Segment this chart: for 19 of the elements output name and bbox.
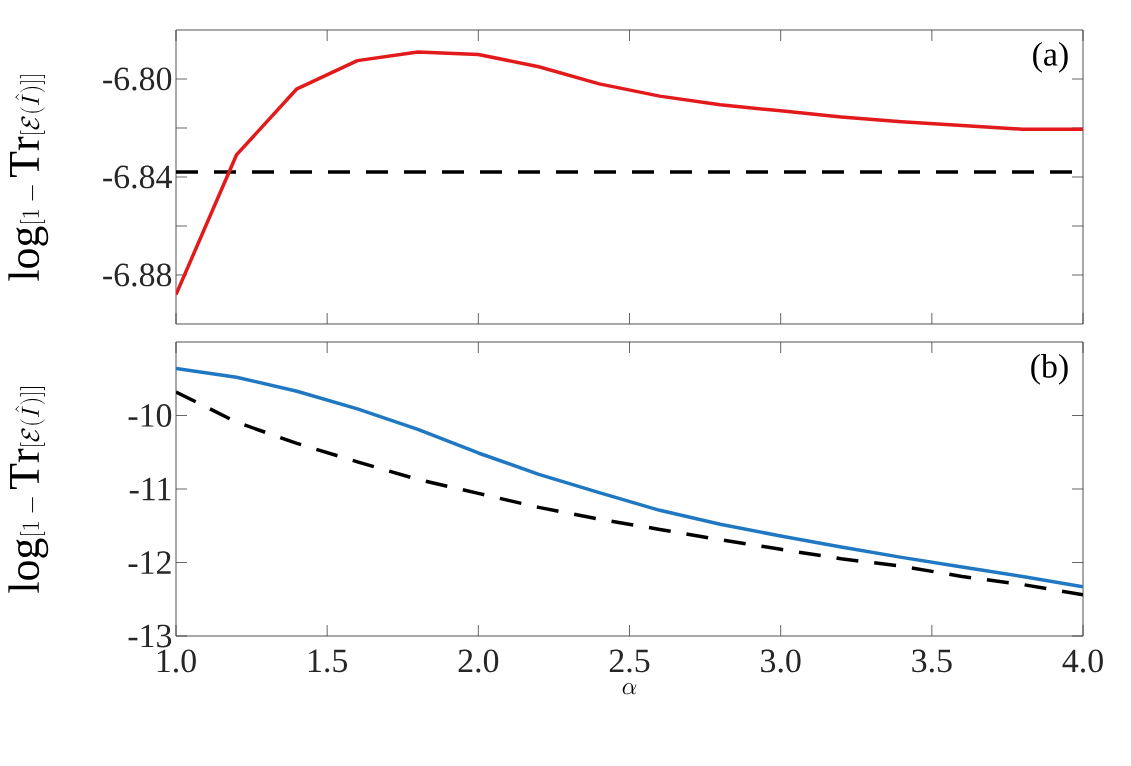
x-tick-label: 1.5	[308, 649, 348, 673]
x-tick-label: 3.5	[912, 649, 952, 673]
x-tick-label: 1.0	[157, 649, 196, 673]
y-tick-label: -12	[128, 551, 171, 574]
x-tick-label: 3.0	[761, 649, 801, 673]
x-tick-label: 2.5	[609, 649, 650, 673]
y-tick-label: -6.84	[103, 165, 172, 189]
y-tick-label: -10	[128, 404, 172, 427]
y-tick-label: -13	[128, 624, 172, 648]
y-tick-label: -6.80	[103, 67, 172, 91]
annotation: (a)	[1033, 41, 1068, 73]
annotation: (b)	[1031, 353, 1068, 385]
y-axis-title: $\log[1-\mathrm{Tr}[\mathcal{E}(\hat{I})]]$	[8, 75, 49, 281]
y-tick-label: -6.88	[103, 263, 172, 287]
x-tick-label: 2.0	[458, 649, 499, 673]
y-axis-title: $\log[1-\mathrm{Tr}[\mathcal{E}(\hat{I})]]$	[8, 387, 49, 593]
y-tick-label: -11	[129, 477, 171, 501]
x-axis-title: $\alpha$	[622, 683, 637, 695]
x-tick-label: 4.0	[1062, 649, 1103, 673]
